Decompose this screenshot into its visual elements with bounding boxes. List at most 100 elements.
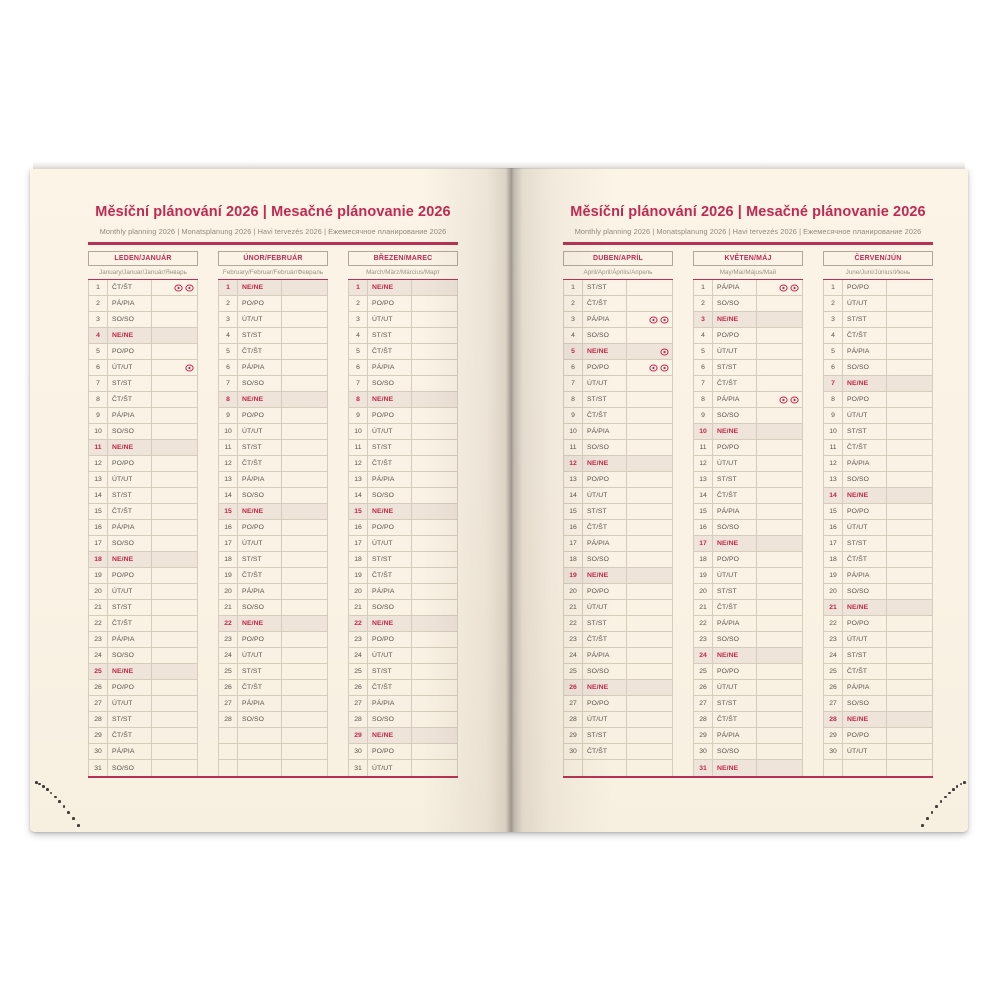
day-row: 10 ÚT/UT (349, 424, 457, 440)
day-number-cell: 14 (219, 488, 238, 503)
day-number-cell: 28 (219, 712, 238, 727)
notes-cell (757, 696, 802, 711)
day-number-cell (219, 744, 238, 759)
day-row: 4 NE/NE (89, 328, 197, 344)
stitch-dot (925, 817, 929, 820)
day-row: 18 ST/ST (349, 552, 457, 568)
day-number-cell: 29 (349, 728, 368, 743)
day-name-cell: PÁ/PIA (843, 568, 887, 583)
day-row: 2 ÚT/UT (824, 296, 932, 312)
day-name-cell: PO/PO (368, 408, 412, 423)
day-row: 4 ST/ST (349, 328, 457, 344)
notes-cell (887, 664, 932, 679)
notes-cell (152, 712, 197, 727)
day-row: 28 SO/SO (349, 712, 457, 728)
day-name-cell: ST/ST (583, 504, 627, 519)
day-name-cell: ST/ST (368, 664, 412, 679)
notes-cell (282, 440, 327, 455)
day-name-cell: PO/PO (843, 728, 887, 743)
day-row: 13 PÁ/PIA (219, 472, 327, 488)
notes-cell (887, 616, 932, 631)
stitch-dot (49, 791, 53, 795)
day-number-cell: 9 (89, 408, 108, 423)
day-row: 17 NE/NE (694, 536, 802, 552)
day-name-cell: NE/NE (583, 344, 627, 359)
day-number-cell: 26 (564, 680, 583, 695)
day-row: 19 ČT/ŠT (349, 568, 457, 584)
notes-cell (887, 504, 932, 519)
notes-cell (627, 552, 672, 567)
day-name-cell: SO/SO (713, 296, 757, 311)
notes-cell (627, 616, 672, 631)
notes-cell (627, 504, 672, 519)
day-name-cell: ÚT/UT (713, 344, 757, 359)
notes-cell (887, 536, 932, 551)
day-row: 14 SO/SO (349, 488, 457, 504)
day-name-cell: ST/ST (843, 312, 887, 327)
day-number-cell: 21 (824, 600, 843, 615)
day-name-cell: SO/SO (238, 712, 282, 727)
notes-cell (412, 728, 457, 743)
day-row: 12 NE/NE (564, 456, 672, 472)
day-name-cell: PO/PO (713, 552, 757, 567)
day-number-cell: 14 (89, 488, 108, 503)
day-row: 19 NE/NE (564, 568, 672, 584)
day-number-cell: 2 (219, 296, 238, 311)
title-rule (563, 242, 933, 245)
day-number-cell: 8 (694, 392, 713, 407)
day-name-cell: PÁ/PIA (713, 392, 757, 407)
day-name-cell: ÚT/UT (843, 520, 887, 535)
day-row: 22 PO/PO (824, 616, 932, 632)
day-row: 16 SO/SO (694, 520, 802, 536)
month-name-header: LEDEN/JANUÁR (88, 250, 198, 266)
notes-cell (627, 456, 672, 471)
day-row: 10 NE/NE (694, 424, 802, 440)
notes-cell (412, 632, 457, 647)
day-number-cell: 23 (89, 632, 108, 647)
day-name-cell: ÚT/UT (713, 568, 757, 583)
day-number-cell: 25 (694, 664, 713, 679)
day-name-cell: NE/NE (238, 616, 282, 631)
day-number-cell: 17 (694, 536, 713, 551)
notes-cell (887, 632, 932, 647)
day-name-cell: NE/NE (713, 312, 757, 327)
notes-cell (282, 424, 327, 439)
page-right: Měsíční plánování 2026 | Mesačné plánova… (563, 204, 933, 778)
day-number-cell: 18 (824, 552, 843, 567)
notes-cell (152, 680, 197, 695)
notes-cell (152, 424, 197, 439)
day-name-cell: ČT/ŠT (713, 600, 757, 615)
planner-spread: Měsíční plánování 2026 | Mesačné plánova… (30, 161, 968, 832)
day-row: 23 ÚT/UT (824, 632, 932, 648)
day-name-cell (238, 760, 282, 776)
notes-cell (412, 712, 457, 727)
notes-cell (757, 568, 802, 583)
day-row: 25 ČT/ŠT (824, 664, 932, 680)
day-name-cell: NE/NE (108, 664, 152, 679)
empty-row (219, 728, 327, 744)
day-name-cell: NE/NE (583, 456, 627, 471)
empty-row (219, 760, 327, 776)
day-number-cell (564, 760, 583, 776)
day-number-cell: 12 (89, 456, 108, 471)
day-row: 25 PO/PO (694, 664, 802, 680)
holiday-emblem-icon (185, 284, 194, 292)
day-name-cell: ČT/ŠT (843, 552, 887, 567)
notes-cell (627, 648, 672, 663)
day-number-cell: 5 (219, 344, 238, 359)
day-name-cell: PÁ/PIA (108, 520, 152, 535)
notes-cell (282, 696, 327, 711)
notes-cell (412, 552, 457, 567)
notes-cell (152, 456, 197, 471)
day-row: 29 PO/PO (824, 728, 932, 744)
notes-cell (282, 600, 327, 615)
day-name-cell: PÁ/PIA (368, 360, 412, 375)
notes-cell (627, 280, 672, 295)
day-name-cell: PO/PO (713, 440, 757, 455)
notes-cell (282, 616, 327, 631)
day-name-cell: PO/PO (583, 472, 627, 487)
day-row: 6 SO/SO (824, 360, 932, 376)
day-row: 24 ÚT/UT (349, 648, 457, 664)
day-number-cell: 30 (564, 744, 583, 759)
day-row: 17 ÚT/UT (349, 536, 457, 552)
